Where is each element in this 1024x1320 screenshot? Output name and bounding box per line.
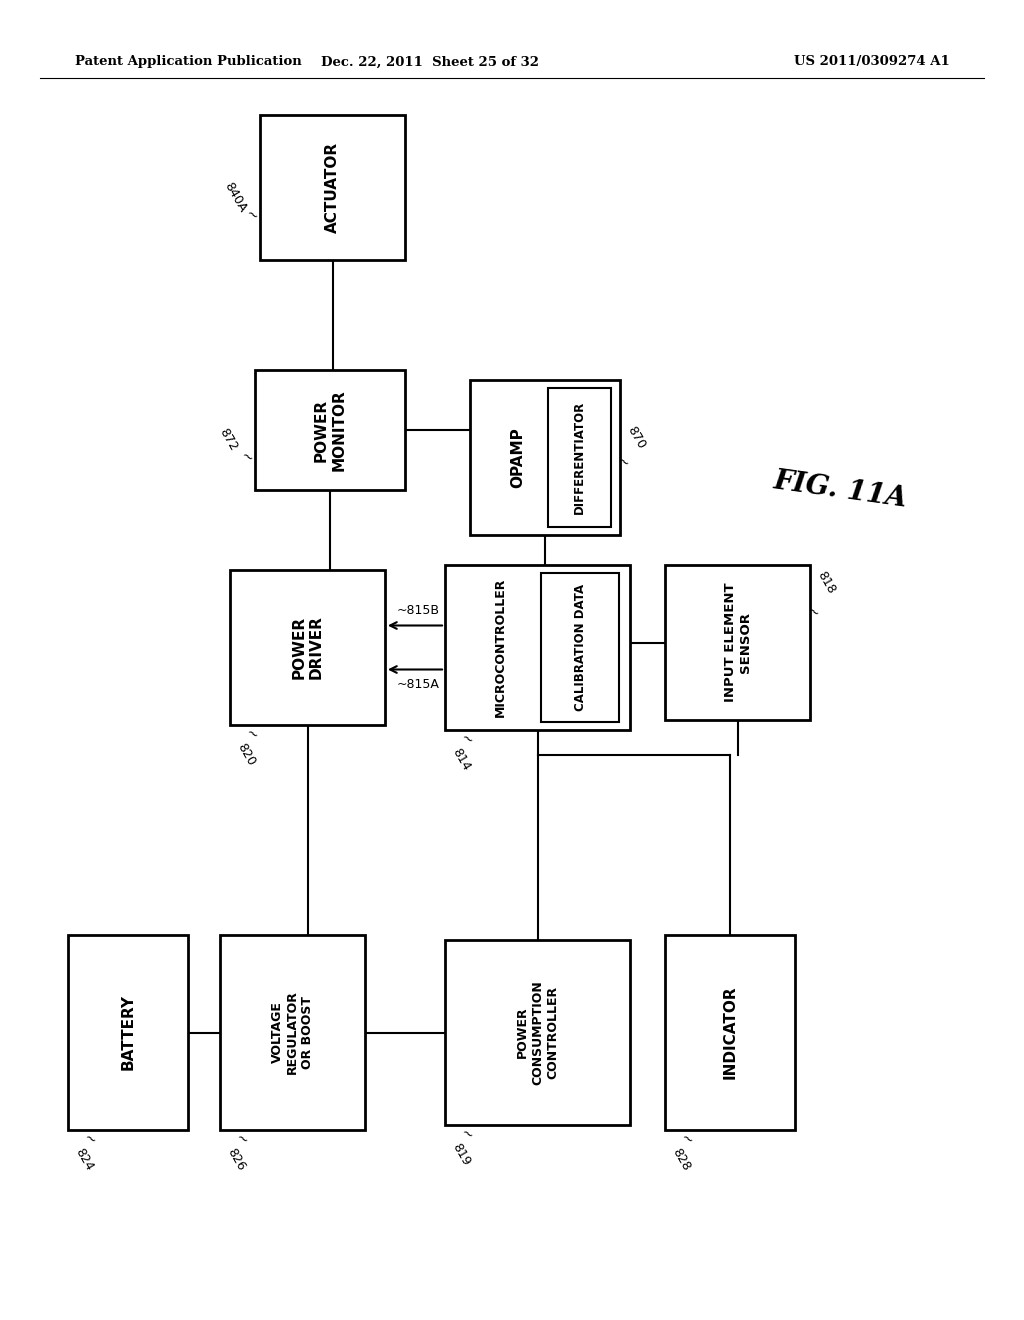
Text: ~: ~ <box>244 726 260 744</box>
Text: ~: ~ <box>233 1131 251 1148</box>
Text: ~815A: ~815A <box>397 678 440 690</box>
Bar <box>260 115 406 260</box>
Text: ~: ~ <box>244 206 260 224</box>
Text: 870: 870 <box>625 424 648 451</box>
Text: 826: 826 <box>225 1147 248 1173</box>
Text: VOLTAGE
REGULATOR
OR BOOST: VOLTAGE REGULATOR OR BOOST <box>271 990 314 1074</box>
Bar <box>230 570 385 725</box>
Text: ~: ~ <box>805 603 821 622</box>
Text: 820: 820 <box>234 742 258 768</box>
Text: POWER
MONITOR: POWER MONITOR <box>313 389 346 471</box>
Bar <box>548 388 611 527</box>
Bar <box>665 565 810 719</box>
Text: 814: 814 <box>450 747 473 774</box>
Text: POWER
DRIVER: POWER DRIVER <box>291 615 324 680</box>
Text: 824: 824 <box>73 1147 96 1173</box>
Bar <box>665 935 795 1130</box>
Text: 819: 819 <box>450 1142 473 1168</box>
Text: Patent Application Publication: Patent Application Publication <box>75 55 302 69</box>
Text: ~: ~ <box>459 1126 475 1144</box>
Text: Dec. 22, 2011  Sheet 25 of 32: Dec. 22, 2011 Sheet 25 of 32 <box>321 55 539 69</box>
Bar <box>542 573 618 722</box>
Text: ~: ~ <box>239 449 256 467</box>
Text: ~815B: ~815B <box>397 605 440 616</box>
Text: DIFFERENTIATOR: DIFFERENTIATOR <box>573 401 586 513</box>
Text: ~: ~ <box>82 1131 98 1148</box>
Bar <box>445 565 630 730</box>
Text: INPUT ELEMENT
SENSOR: INPUT ELEMENT SENSOR <box>724 582 752 702</box>
Text: ~: ~ <box>459 731 475 748</box>
Text: US 2011/0309274 A1: US 2011/0309274 A1 <box>795 55 950 69</box>
Text: OPAMP: OPAMP <box>511 428 525 488</box>
Text: 828: 828 <box>670 1146 693 1173</box>
Text: ~: ~ <box>679 1131 695 1148</box>
Text: POWER
CONSUMPTION
CONTROLLER: POWER CONSUMPTION CONTROLLER <box>516 981 559 1085</box>
Bar <box>445 940 630 1125</box>
Text: BATTERY: BATTERY <box>121 994 135 1071</box>
Text: 872: 872 <box>217 426 241 454</box>
Text: CALIBRATION DATA: CALIBRATION DATA <box>573 583 587 711</box>
Text: INDICATOR: INDICATOR <box>723 986 737 1080</box>
Text: 840A: 840A <box>222 181 250 215</box>
Text: ~: ~ <box>614 454 632 471</box>
Bar <box>220 935 365 1130</box>
Bar <box>255 370 406 490</box>
Text: MICROCONTROLLER: MICROCONTROLLER <box>494 578 507 717</box>
Text: 818: 818 <box>815 569 839 597</box>
Bar <box>470 380 620 535</box>
Text: FIG. 11A: FIG. 11A <box>771 467 908 512</box>
Bar <box>68 935 188 1130</box>
Text: ACTUATOR: ACTUATOR <box>325 143 340 234</box>
